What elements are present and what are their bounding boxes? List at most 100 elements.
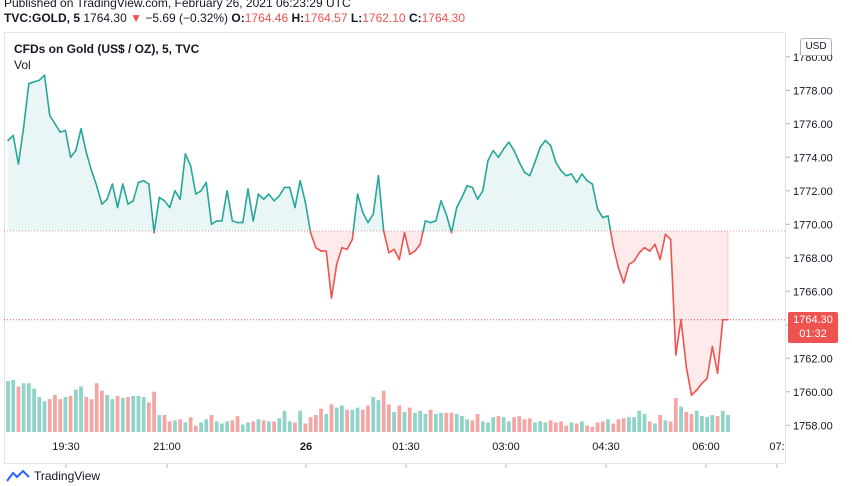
volume-bar <box>658 415 662 432</box>
area-fill-segment <box>55 124 60 231</box>
volume-bar <box>413 413 417 432</box>
area-fill-segment <box>488 151 493 231</box>
volume-bar <box>429 410 433 432</box>
y-tick-label: 1770.00 <box>793 219 833 231</box>
y-tick-label: 1766.00 <box>793 286 833 298</box>
area-fill-segment <box>39 75 44 231</box>
volume-bar <box>648 421 652 432</box>
area-fill-segment <box>691 231 696 395</box>
volume-bar <box>497 416 501 432</box>
volume-bar <box>152 392 156 432</box>
area-fill-segment <box>582 174 587 231</box>
volume-bar <box>361 410 365 432</box>
volume-bar <box>611 424 615 432</box>
area-fill-segment <box>587 181 592 231</box>
volume-bar <box>580 421 584 432</box>
volume-bar <box>79 386 83 432</box>
volume-bar <box>17 386 21 432</box>
currency-button[interactable]: USD <box>800 38 832 56</box>
area-fill-segment <box>702 231 707 383</box>
area-fill-segment <box>556 162 561 231</box>
volume-bar <box>53 395 57 432</box>
volume-bar <box>606 419 610 432</box>
volume-bar <box>27 383 31 432</box>
volume-bar <box>194 426 198 432</box>
y-tick-label: 1774.00 <box>793 152 833 164</box>
volume-bar <box>544 422 548 432</box>
area-fill-segment <box>342 231 347 249</box>
area-fill-segment <box>258 194 263 231</box>
volume-bar <box>528 418 532 432</box>
volume-bar <box>137 396 141 432</box>
volume-bar <box>43 401 47 432</box>
volume-bar <box>486 422 490 432</box>
area-fill-segment <box>29 82 34 231</box>
tradingview-logo-icon <box>6 469 30 483</box>
y-tick-label: 1772.00 <box>793 186 833 198</box>
volume-bar <box>314 415 318 432</box>
last-price-value: 1764.30 <box>788 313 838 327</box>
bar-countdown: 01:32 <box>788 327 838 341</box>
volume-bar <box>6 381 10 432</box>
volume-bar <box>74 390 78 432</box>
area-fill-segment <box>128 201 133 231</box>
area-fill-segment <box>159 197 164 231</box>
area-fill-segment <box>8 135 13 230</box>
area-fill-segment <box>629 231 634 265</box>
volume-bar <box>199 422 203 432</box>
volume-bar <box>460 416 464 432</box>
volume-legend-label: Vol <box>14 58 31 72</box>
area-fill-segment <box>34 80 39 231</box>
volume-bar <box>100 391 104 432</box>
volume-bar <box>643 414 647 432</box>
brand-name[interactable]: TradingView <box>34 469 100 483</box>
area-fill-segment <box>321 231 326 251</box>
volume-bar <box>403 412 407 432</box>
volume-bar <box>366 406 370 433</box>
volume-bar <box>32 389 36 432</box>
y-tick-label: 1760.00 <box>793 387 833 399</box>
area-fill-segment <box>509 142 514 231</box>
area-fill-segment <box>514 151 519 231</box>
area-fill-segment <box>561 171 566 231</box>
volume-bar <box>470 420 474 432</box>
area-fill-segment <box>285 187 290 231</box>
volume-bar <box>330 404 334 432</box>
area-fill-segment <box>60 130 65 231</box>
volume-bar <box>627 417 631 432</box>
volume-bar <box>142 397 146 432</box>
volume-bar <box>84 397 88 432</box>
x-tick-label: 06:00 <box>692 441 720 453</box>
volume-bar <box>11 380 15 432</box>
volume-bar <box>251 421 255 432</box>
volume-bar <box>726 415 730 432</box>
volume-bar <box>157 415 161 432</box>
x-tick-label: 07: <box>769 441 784 453</box>
y-tick-label: 1762.00 <box>793 353 833 365</box>
volume-bar <box>90 399 94 432</box>
volume-bar <box>690 414 694 432</box>
area-fill-segment <box>493 151 498 231</box>
volume-bar <box>481 421 485 432</box>
y-tick-label: 1768.00 <box>793 253 833 265</box>
volume-bar <box>700 416 704 432</box>
area-fill-segment <box>504 142 509 231</box>
area-fill-segment <box>498 149 503 231</box>
volume-bar <box>507 421 511 432</box>
y-tick-label: 1758.00 <box>793 420 833 432</box>
volume-bar <box>679 407 683 432</box>
volume-bar <box>277 418 281 432</box>
volume-bar <box>397 406 401 433</box>
volume-bar <box>215 421 219 432</box>
volume-bar <box>241 425 245 432</box>
volume-bar <box>121 398 125 432</box>
volume-bar <box>408 408 412 432</box>
last-price-tag: 1764.30 01:32 <box>788 312 838 343</box>
volume-bar <box>517 416 521 432</box>
volume-bar <box>585 426 589 432</box>
volume-bar <box>601 421 605 432</box>
volume-bar <box>554 422 558 432</box>
volume-bar <box>465 419 469 432</box>
volume-bar <box>105 395 109 432</box>
